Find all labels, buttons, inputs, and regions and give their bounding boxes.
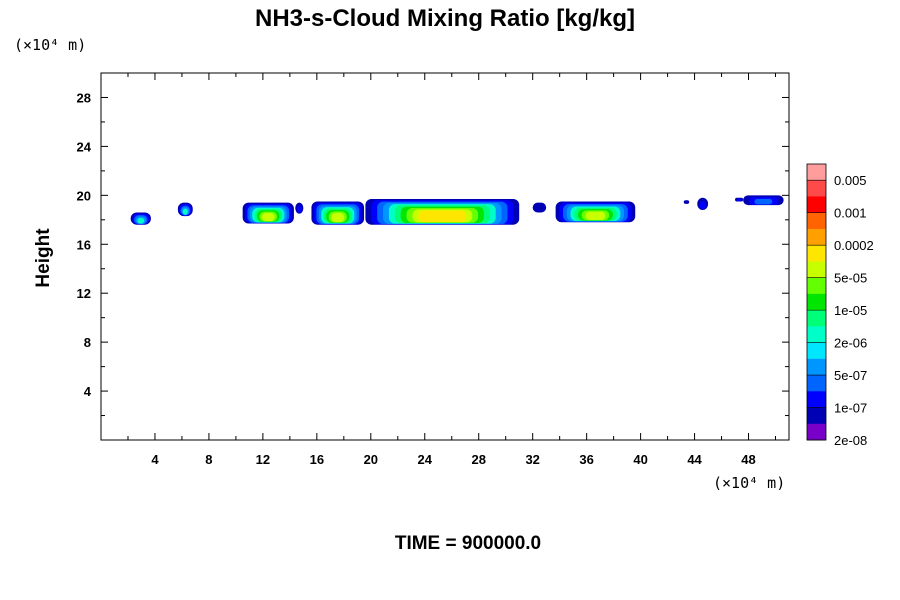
colorbar-label: 2e-08 xyxy=(834,433,867,448)
x-tick-label: 12 xyxy=(256,452,270,467)
cloud-contour-layer xyxy=(754,198,773,205)
plot-area xyxy=(130,195,784,225)
x-tick-label: 48 xyxy=(741,452,755,467)
chart-title: NH3-s-Cloud Mixing Ratio [kg/kg] xyxy=(255,5,635,32)
time-label: TIME = 900000.0 xyxy=(395,533,541,554)
plot-frame xyxy=(100,72,790,441)
x-tick-label: 40 xyxy=(633,452,647,467)
y-tick-label: 20 xyxy=(77,188,91,203)
cloud-contour-layer xyxy=(296,205,302,214)
colorbar-swatch xyxy=(807,212,826,230)
colorbar-swatch xyxy=(807,261,826,278)
cloud-contour-layer xyxy=(261,212,275,222)
colorbar-swatch xyxy=(807,293,826,311)
colorbar-swatch xyxy=(807,196,826,214)
cloud-blob xyxy=(130,212,151,225)
colorbar-swatch xyxy=(807,228,826,246)
x-tick-label: 16 xyxy=(310,452,324,467)
colorbar-label: 0.0002 xyxy=(834,238,874,253)
colorbar: 0.005 0.001 0.0002 5e-05 1e-05 2e-06 5e-07 1e-0… xyxy=(806,163,874,448)
cloud-contour-layer xyxy=(683,200,690,204)
cloud-contour-layer xyxy=(182,208,188,215)
colorbar-swatch xyxy=(807,326,826,343)
x-axis-unit: (×10⁴ m) xyxy=(713,474,785,492)
colorbar-swatch xyxy=(807,391,826,408)
x-tick-label: 44 xyxy=(687,452,702,467)
cloud-blob xyxy=(311,201,365,225)
cloud-contour-layer xyxy=(137,217,145,224)
colorbar-swatch xyxy=(807,180,826,197)
y-axis-unit: (×10⁴ m) xyxy=(14,36,86,54)
colorbar-swatch xyxy=(807,164,826,181)
cloud-contour-layer xyxy=(331,212,345,223)
x-tick-label: 8 xyxy=(205,452,212,467)
x-tick-label: 32 xyxy=(525,452,539,467)
x-tick-label: 24 xyxy=(418,452,433,467)
x-tick-label: 4 xyxy=(151,452,159,467)
colorbar-label: 1e-05 xyxy=(834,303,867,318)
colorbar-label: 2e-06 xyxy=(834,336,867,351)
cloud-blob xyxy=(532,202,547,213)
y-tick-label: 24 xyxy=(77,139,92,154)
colorbar-label: 0.005 xyxy=(834,173,867,188)
y-tick-label: 12 xyxy=(77,286,91,301)
cloud-blob xyxy=(555,201,636,223)
cloud-contour-layer xyxy=(585,211,606,221)
colorbar-label: 0.001 xyxy=(834,206,867,221)
y-tick-label: 16 xyxy=(77,237,91,252)
cloud-blob xyxy=(743,195,784,206)
colorbar-swatch xyxy=(807,245,826,262)
colorbar-swatch xyxy=(807,342,826,360)
cloud-blob xyxy=(735,197,744,202)
colorbar-label: 5e-05 xyxy=(834,271,867,286)
cloud-blob xyxy=(177,202,193,217)
colorbar-swatch xyxy=(807,358,826,376)
cloud-contour-layer xyxy=(424,211,461,222)
y-axis-label: Height xyxy=(33,228,54,288)
cloud-contour-layer xyxy=(736,198,742,202)
y-tick-label: 4 xyxy=(84,384,92,399)
colorbar-label: 5e-07 xyxy=(834,368,867,383)
cloud-blob xyxy=(683,200,690,204)
x-tick-label: 20 xyxy=(364,452,378,467)
cloud-blob xyxy=(365,199,520,225)
colorbar-swatch xyxy=(807,423,826,441)
x-tick-label: 36 xyxy=(579,452,593,467)
x-tick-label: 28 xyxy=(471,452,485,467)
cloud-contour-layer xyxy=(532,202,547,213)
colorbar-label: 1e-07 xyxy=(834,401,867,416)
cloud-blob xyxy=(295,202,304,214)
cloud-contour-layer xyxy=(699,201,706,210)
cloud-blob xyxy=(242,202,294,224)
colorbar-swatch xyxy=(807,407,826,425)
y-tick-label: 28 xyxy=(77,90,91,105)
colorbar-swatch xyxy=(807,375,826,392)
y-tick-label: 8 xyxy=(84,335,91,350)
colorbar-swatch xyxy=(807,310,826,327)
cloud-blob xyxy=(697,197,709,211)
colorbar-swatch xyxy=(807,277,826,295)
